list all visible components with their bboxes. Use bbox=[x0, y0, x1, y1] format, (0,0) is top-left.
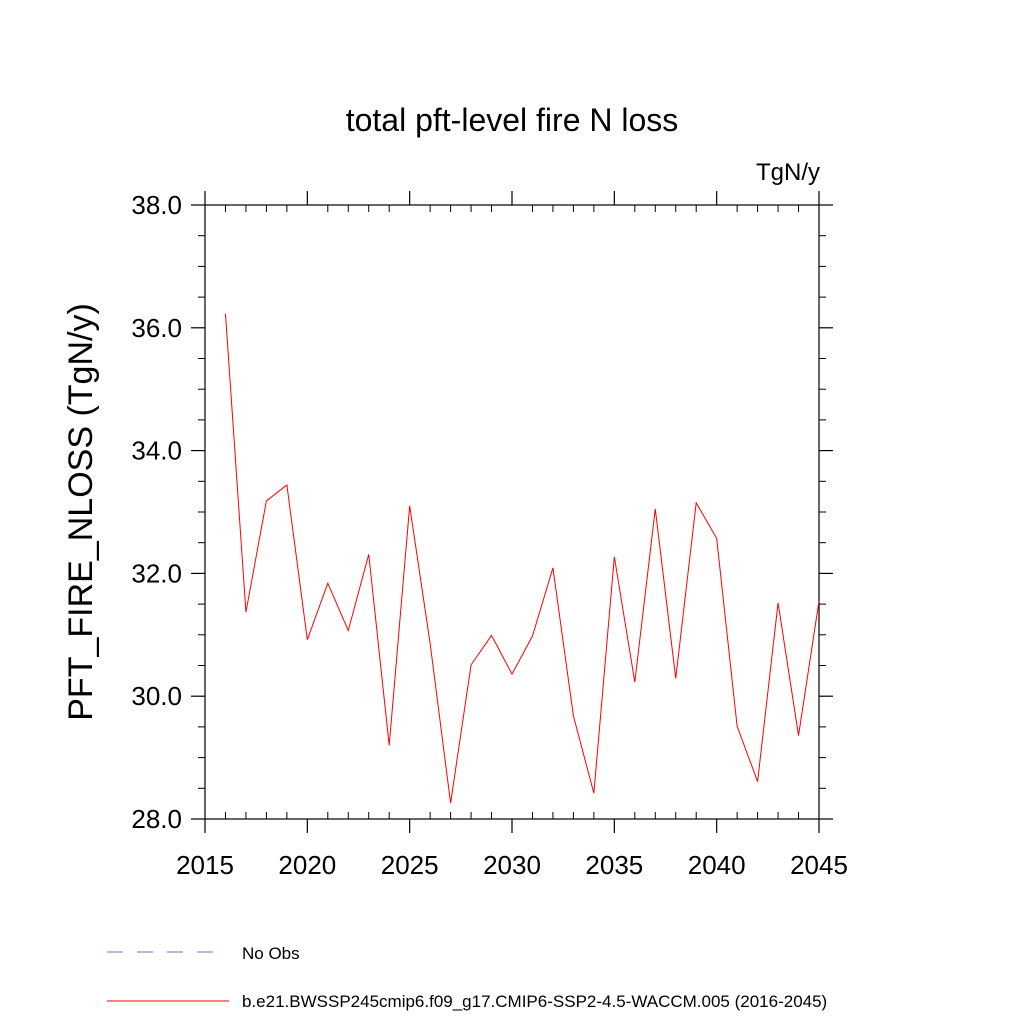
units-label: TgN/y bbox=[756, 159, 820, 186]
legend: No Obs b.e21.BWSSP245cmip6.f09_g17.CMIP6… bbox=[107, 944, 827, 1011]
x-tick-label: 2045 bbox=[790, 850, 848, 880]
y-tick-label: 36.0 bbox=[131, 313, 182, 343]
plot-frame bbox=[204, 204, 820, 820]
legend-label-waccm: b.e21.BWSSP245cmip6.f09_g17.CMIP6-SSP2-4… bbox=[242, 992, 827, 1011]
x-tick-label: 2020 bbox=[278, 850, 336, 880]
x-tick-label: 2025 bbox=[381, 850, 439, 880]
x-tick-labels: 2015 2020 2025 2030 2035 2040 2045 bbox=[176, 850, 848, 880]
major-ticks bbox=[191, 191, 833, 833]
x-tick-label: 2015 bbox=[176, 850, 234, 880]
y-axis-label: PFT_FIRE_NLOSS (TgN/y) bbox=[62, 303, 100, 721]
y-tick-label: 34.0 bbox=[131, 436, 182, 466]
chart-title: total pft-level fire N loss bbox=[346, 102, 679, 138]
y-tick-label: 38.0 bbox=[131, 190, 182, 220]
y-tick-label: 32.0 bbox=[131, 558, 182, 588]
y-tick-labels: 28.0 30.0 32.0 34.0 36.0 38.0 bbox=[131, 190, 182, 834]
x-tick-label: 2035 bbox=[585, 850, 643, 880]
series-lines bbox=[224, 313, 820, 804]
y-tick-label: 28.0 bbox=[131, 804, 182, 834]
x-tick-label: 2030 bbox=[483, 850, 541, 880]
series-line-0 bbox=[224, 313, 820, 804]
y-tick-label: 30.0 bbox=[131, 681, 182, 711]
legend-label-no-obs: No Obs bbox=[242, 944, 300, 963]
x-tick-label: 2040 bbox=[688, 850, 746, 880]
minor-ticks bbox=[198, 205, 826, 819]
